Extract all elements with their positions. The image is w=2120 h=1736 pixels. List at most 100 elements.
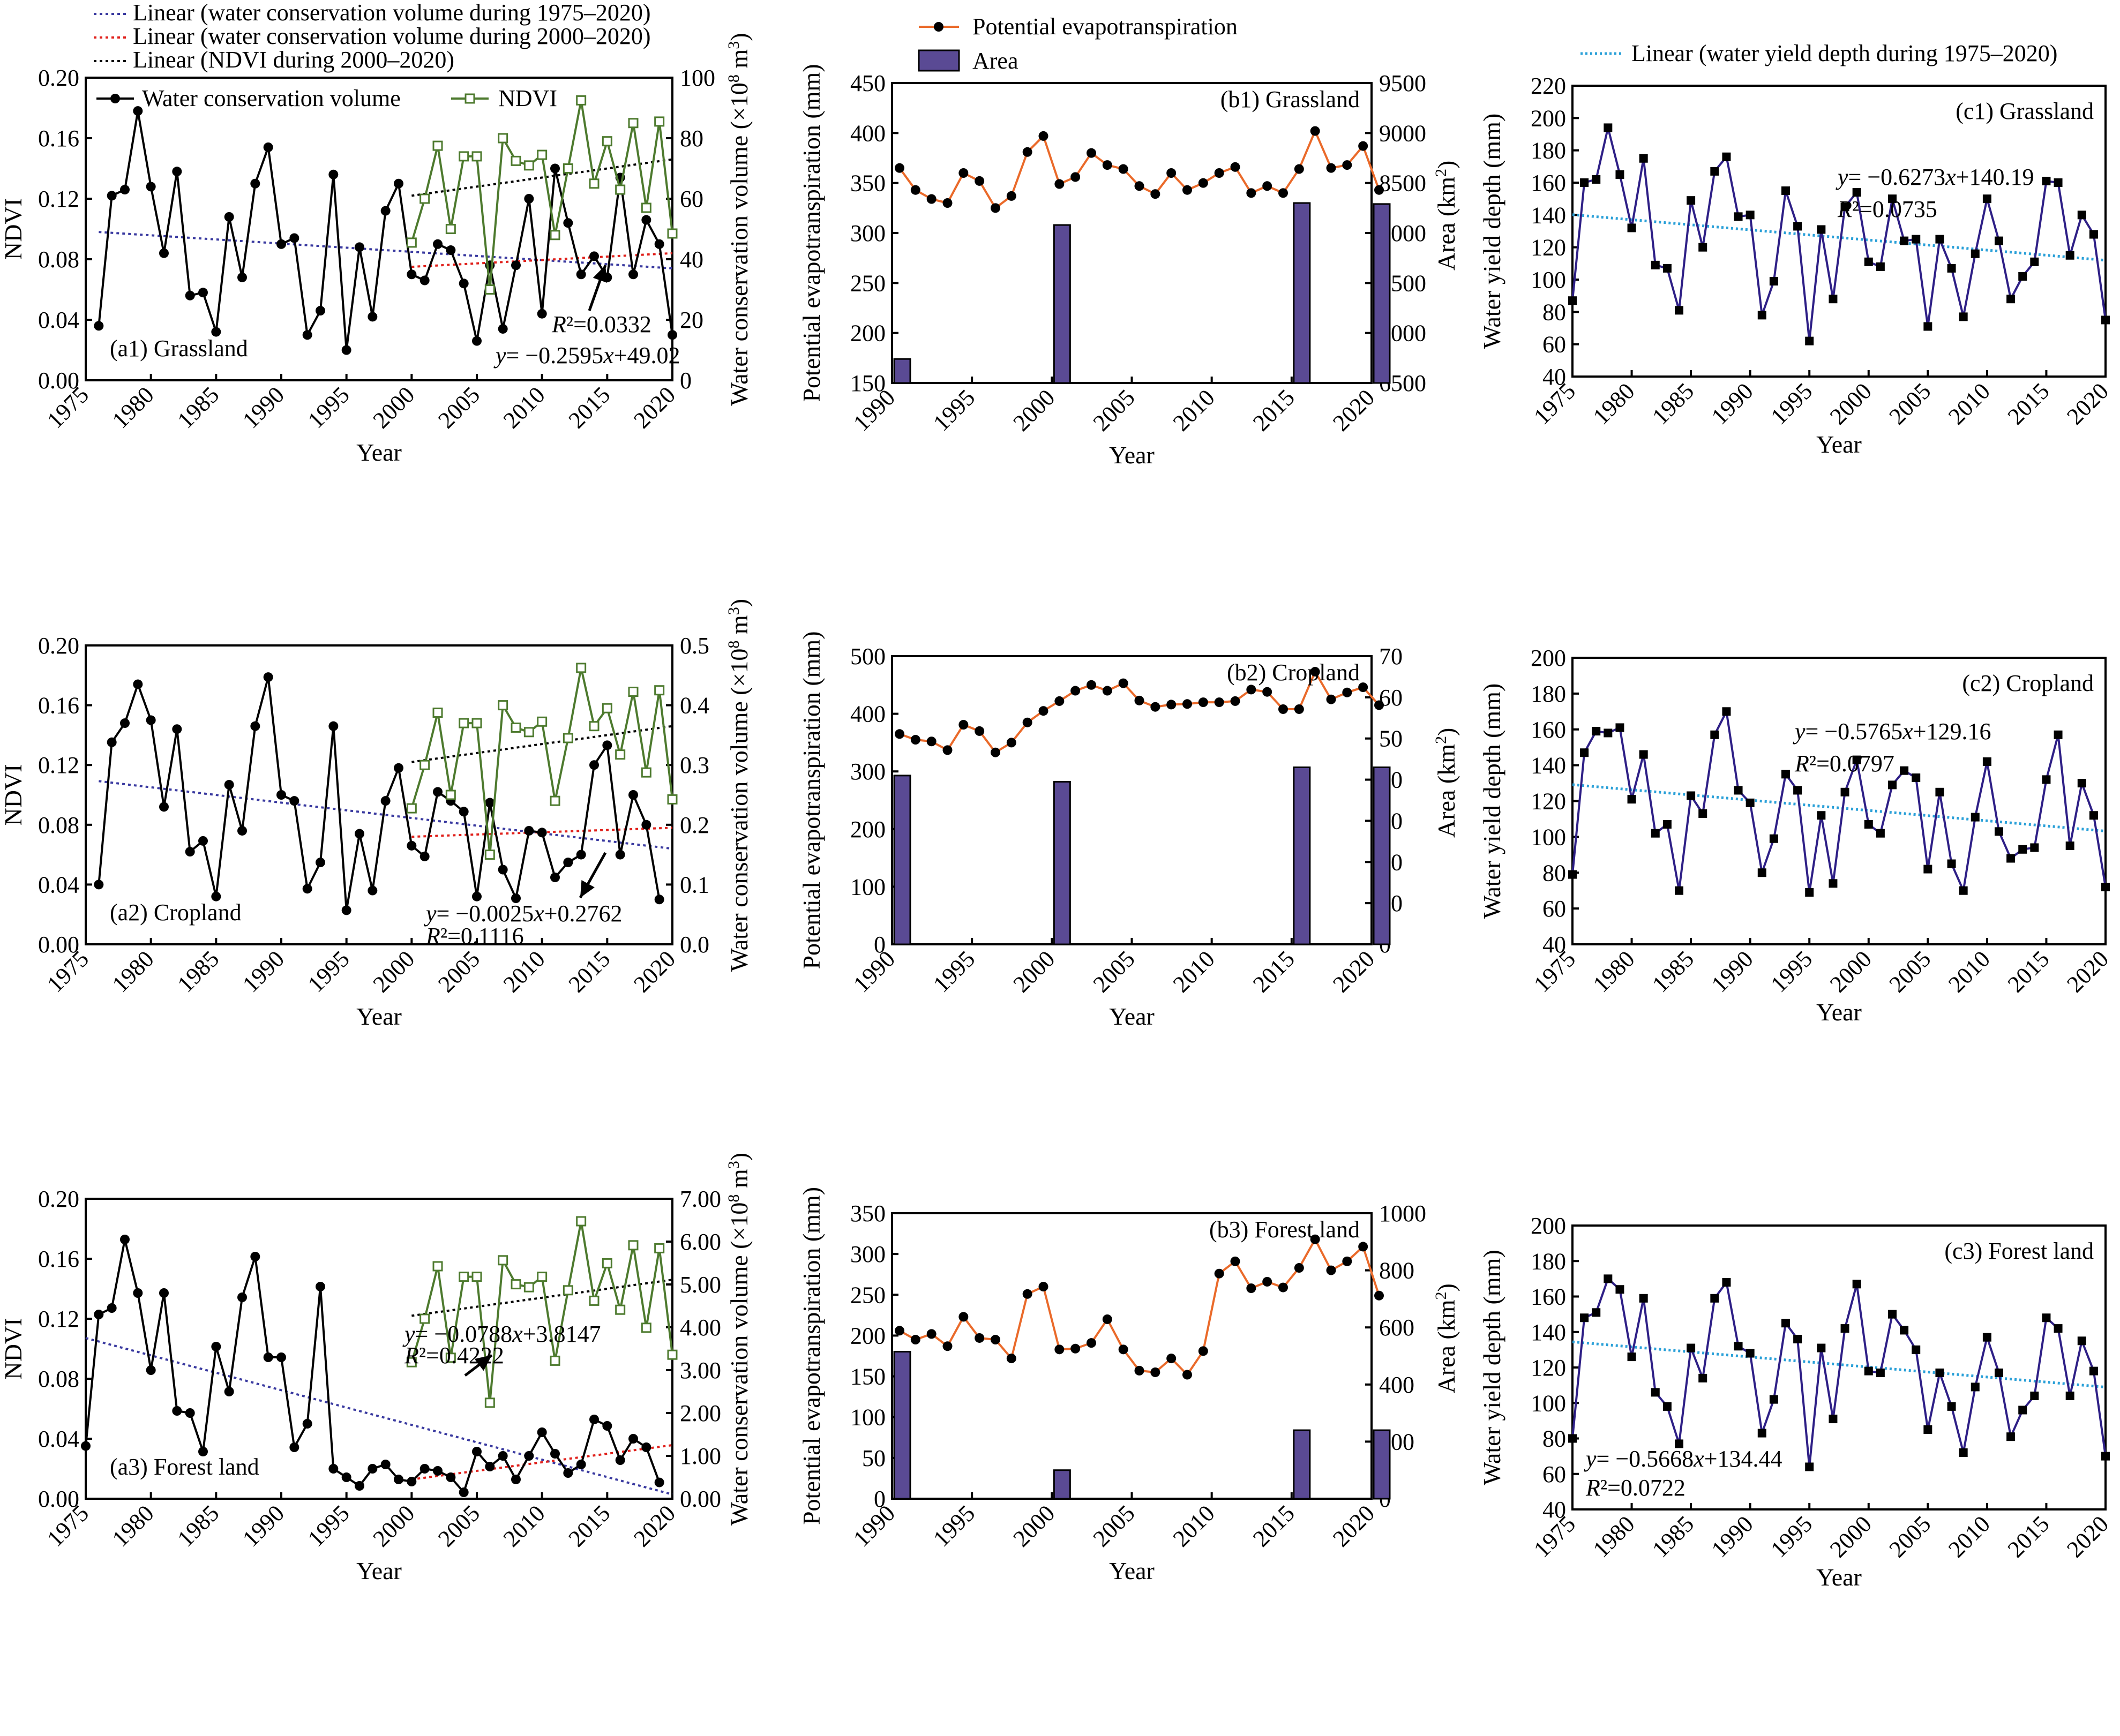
wyd-point [1793, 1335, 1802, 1343]
wc-point [394, 178, 403, 189]
x-tick-label: 2005 [433, 1500, 485, 1552]
ndvi-point [615, 1304, 626, 1315]
wc-point [276, 1352, 286, 1362]
y-tick-label: 250 [850, 1282, 886, 1308]
wyd-point [1627, 223, 1636, 232]
pet-point [1374, 1290, 1384, 1301]
wyd-point [1651, 1388, 1660, 1397]
wyd-point [1615, 170, 1624, 179]
pet-point [910, 185, 920, 195]
pet-point [991, 203, 1000, 213]
wc-point [133, 1288, 143, 1298]
wc-point [511, 1475, 521, 1484]
equation-annotation: y= −0.6273x+140.19 [1836, 164, 2034, 190]
wyd-point [1995, 236, 2003, 245]
wyd-point [2077, 1336, 2086, 1346]
wc-point [316, 306, 325, 316]
y-tick-label: 350 [850, 170, 886, 197]
y-tick-label: 200 [1531, 1213, 1566, 1239]
y2-axis-title: Water conservation volume (×108 m3) [725, 1153, 753, 1525]
wyd-point [1935, 787, 1944, 796]
x-axis-title: Year [1109, 441, 1155, 469]
wyd-point [1687, 196, 1696, 205]
wyd-point [1580, 748, 1589, 757]
y2-tick-label: 0.2 [680, 812, 709, 838]
wyd-point [1698, 1373, 1707, 1382]
wc-point [224, 212, 234, 222]
wc-point [94, 321, 104, 331]
wc-point [394, 1475, 403, 1484]
y-tick-label: 400 [850, 701, 886, 727]
y-tick-label: 200 [850, 320, 886, 347]
x-tick-label: 2015 [1248, 384, 1300, 436]
y2-tick-label: 0.5 [680, 633, 709, 659]
wc-point [263, 1352, 273, 1362]
pet-point [1166, 700, 1177, 710]
ndvi-point [602, 1258, 612, 1268]
wyd-point [1627, 795, 1636, 804]
x-tick-label: 2015 [1248, 945, 1300, 997]
wyd-point [2054, 1324, 2063, 1333]
pet-point [1214, 1268, 1224, 1279]
legend-c: Linear (water yield depth during 1975–20… [1580, 40, 2057, 66]
wyd-point [1935, 1368, 1944, 1377]
wyd-point [1864, 820, 1873, 829]
wc-point [341, 1472, 351, 1482]
wc-point [159, 802, 169, 812]
x-tick-label: 1995 [1765, 1510, 1817, 1562]
wc-point [628, 269, 638, 280]
pet-point [958, 720, 969, 730]
wc-point [237, 825, 247, 836]
x-tick-label: 2015 [2003, 945, 2055, 997]
y-tick-label: 0.12 [38, 186, 79, 212]
wc-point [589, 760, 599, 770]
wyd-point [1604, 123, 1613, 132]
wc-point [224, 780, 234, 790]
wyd-point [1604, 728, 1613, 738]
x-tick-label: 2010 [498, 1500, 550, 1552]
x-tick-label: 1980 [1588, 945, 1640, 997]
y-tick-label: 180 [1531, 1248, 1566, 1274]
wyd-point [2065, 1392, 2074, 1400]
x-tick-label: 2000 [368, 381, 420, 433]
wc-point [380, 1460, 391, 1469]
panel-label: (a2) Cropland [110, 899, 242, 926]
y-tick-label: 150 [850, 370, 886, 396]
wc-point [563, 218, 573, 228]
wc-point [120, 185, 130, 195]
wyd-point [1959, 886, 1968, 895]
wyd-point [1615, 1285, 1624, 1294]
y-tick-label: 0.04 [38, 1426, 79, 1452]
pet-point [1022, 717, 1032, 727]
wc-point [250, 178, 260, 189]
wyd-point [1592, 175, 1601, 184]
r2-annotation: R²=0.0332 [551, 311, 651, 337]
y-tick-label: 100 [850, 1404, 886, 1431]
ndvi-point [563, 733, 573, 743]
y2-tick-label: 0.3 [680, 752, 709, 778]
area-bar [1293, 766, 1311, 945]
y-tick-label: 60 [1542, 332, 1566, 358]
wc-point [641, 1442, 651, 1452]
wyd-point [1912, 773, 1921, 783]
wyd-point [1935, 235, 1944, 244]
wc-point [302, 1419, 312, 1429]
y2-tick-label: 0 [680, 367, 692, 394]
x-tick-label: 1985 [1647, 378, 1699, 430]
wc-point [328, 721, 339, 731]
y2-tick-label: 6.00 [680, 1229, 721, 1255]
wyd-point [1923, 865, 1932, 874]
wyd-point [1568, 1434, 1577, 1443]
wyd-point [1817, 225, 1826, 234]
pet-point [991, 1335, 1000, 1345]
x-tick-label: 1990 [237, 945, 289, 997]
x-axis-title: Year [356, 1003, 402, 1030]
wc-point [289, 1442, 299, 1452]
wyd-point [1876, 262, 1885, 271]
wc-point [368, 885, 378, 896]
wc-point [511, 260, 521, 270]
ndvi-point [628, 686, 639, 697]
wyd-point [2089, 1366, 2098, 1376]
pet-point [1038, 706, 1048, 716]
